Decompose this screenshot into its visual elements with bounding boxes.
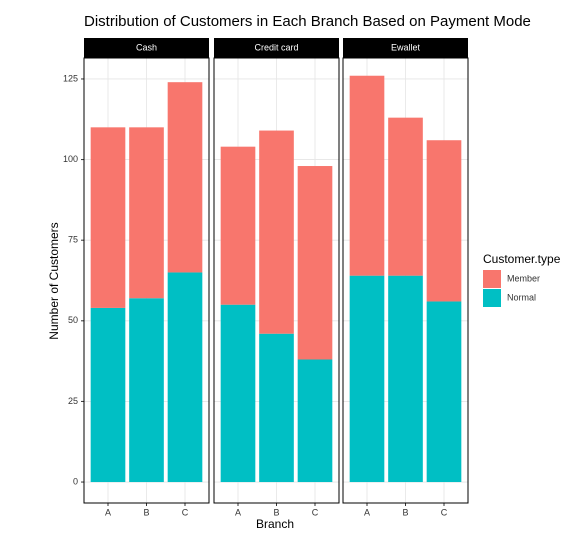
legend-key (483, 270, 501, 288)
bar-segment (167, 272, 203, 483)
x-tick-label: B (143, 507, 149, 517)
bar-segment (297, 166, 333, 360)
strip (343, 38, 468, 58)
y-tick-label: 125 (63, 73, 78, 83)
bar-segment (129, 127, 164, 299)
y-tick-label: 75 (68, 235, 78, 245)
strip-text: Ewallet (391, 42, 421, 52)
y-tick-label: 25 (68, 396, 78, 406)
bar-segment (90, 307, 126, 483)
bar-segment (426, 301, 462, 483)
x-tick-label: A (235, 507, 241, 517)
bar-segment (129, 298, 164, 483)
y-axis-title: Number of Customers (47, 222, 61, 339)
strip (214, 38, 339, 58)
bar-segment (167, 82, 203, 273)
bar-segment (90, 127, 126, 308)
x-tick-label: C (182, 507, 189, 517)
bar-segment (220, 146, 256, 305)
x-tick-label: A (364, 507, 370, 517)
legend-title: Customer.type (483, 252, 561, 266)
strip-text: Credit card (254, 42, 298, 52)
legend-label: Normal (507, 292, 536, 302)
legend-key (483, 289, 501, 307)
x-axis-title: Branch (256, 517, 294, 531)
y-tick-label: 100 (63, 154, 78, 164)
x-tick-label: B (273, 507, 279, 517)
x-tick-label: A (105, 507, 111, 517)
bar-segment (388, 275, 423, 483)
bar-segment (259, 333, 294, 483)
bar-segment (349, 75, 385, 276)
strip-text: Cash (136, 42, 157, 52)
x-tick-label: C (441, 507, 448, 517)
strip (84, 38, 209, 58)
x-tick-label: B (402, 507, 408, 517)
x-tick-label: C (312, 507, 319, 517)
chart-title: Distribution of Customers in Each Branch… (84, 13, 531, 30)
bar-segment (297, 359, 333, 483)
bar-segment (349, 275, 385, 483)
bar-segment (259, 130, 294, 334)
bar-segment (388, 117, 423, 276)
y-tick-label: 0 (73, 476, 78, 486)
legend-label: Member (507, 273, 540, 283)
y-tick-label: 50 (68, 315, 78, 325)
bar-segment (220, 304, 256, 483)
bar-segment (426, 140, 462, 302)
